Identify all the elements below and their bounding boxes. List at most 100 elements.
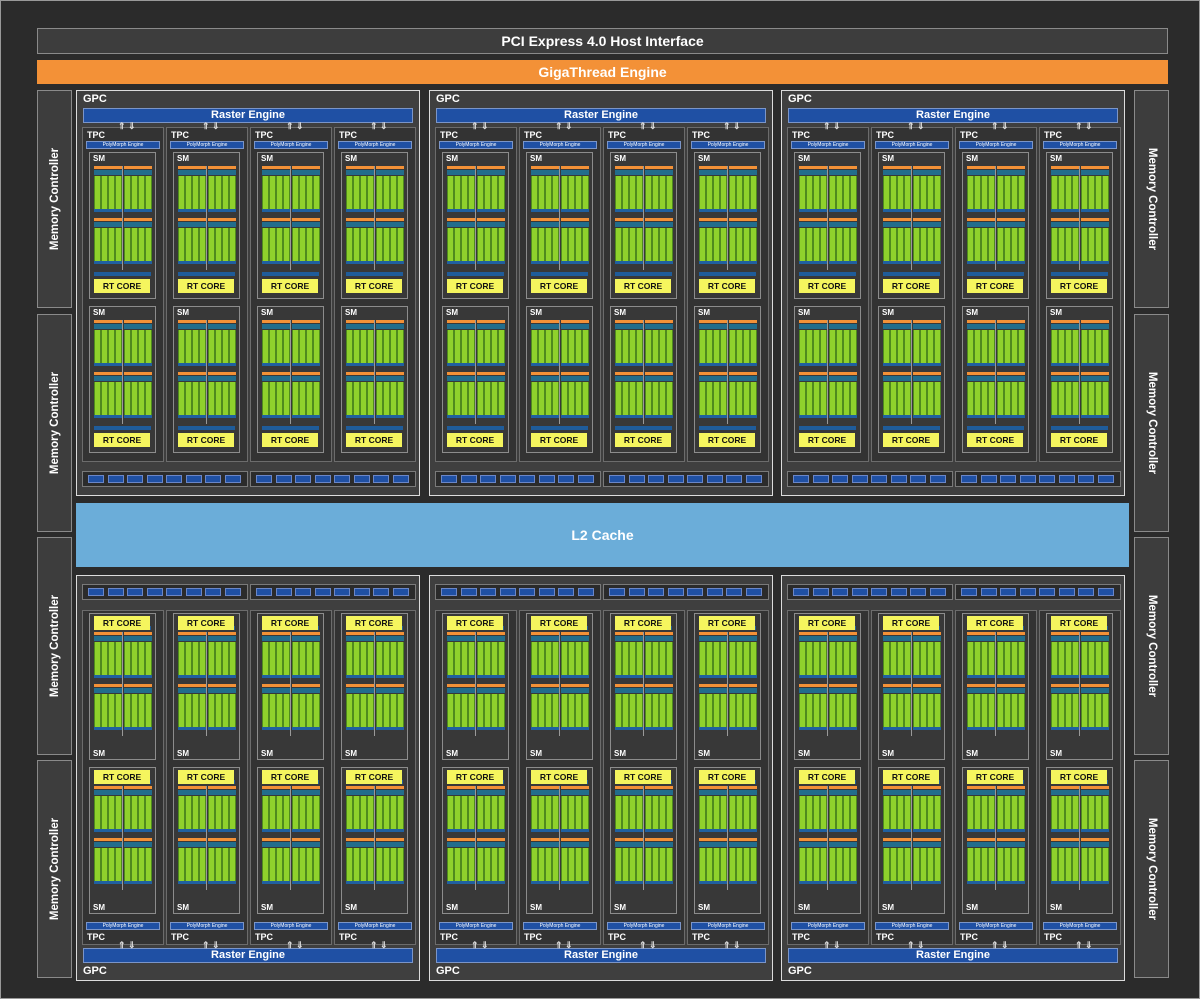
tensor-core xyxy=(645,881,673,884)
cuda-core xyxy=(646,228,651,261)
tpc: TPC PolyMorph Engine SM RT CORE SM RT CORE xyxy=(334,127,416,462)
register-file xyxy=(883,320,911,323)
streaming-multiprocessor: SM RT CORE xyxy=(878,767,945,914)
sm-label: SM xyxy=(698,903,710,912)
tensor-core xyxy=(883,261,911,264)
cuda-core xyxy=(975,848,980,881)
rt-core: RT CORE xyxy=(1051,433,1107,447)
warp-scheduler xyxy=(729,790,757,795)
warp-scheduler xyxy=(208,688,236,693)
sm-partition xyxy=(178,166,206,212)
l1-cache xyxy=(799,426,856,430)
cuda-core xyxy=(1073,176,1078,209)
memory-slice xyxy=(1078,588,1094,596)
cuda-core xyxy=(830,330,835,363)
cuda-core-group xyxy=(531,330,559,363)
cuda-core xyxy=(837,796,842,829)
cuda-core xyxy=(284,382,289,415)
cuda-core xyxy=(546,642,551,675)
cuda-core xyxy=(982,642,987,675)
sm-partition xyxy=(376,632,404,678)
cuda-core xyxy=(700,848,705,881)
tpc: TPC PolyMorph Engine SM RT CORE SM RT CORE xyxy=(166,127,248,462)
warp-scheduler xyxy=(1081,636,1109,641)
cuda-core xyxy=(284,694,289,727)
tpc: TPC PolyMorph Engine SM RT CORE SM RT CORE xyxy=(787,127,869,462)
cuda-core xyxy=(125,176,130,209)
cuda-core xyxy=(998,176,1003,209)
warp-scheduler xyxy=(376,324,404,329)
cuda-core xyxy=(660,694,665,727)
cuda-core xyxy=(667,330,672,363)
cuda-core-group xyxy=(829,176,857,209)
register-file xyxy=(997,838,1025,841)
sm-divider xyxy=(290,166,291,270)
sm-label: SM xyxy=(614,749,626,758)
cuda-core-group xyxy=(346,330,374,363)
cuda-core xyxy=(95,694,100,727)
sm-partition xyxy=(292,838,320,884)
sm-label: SM xyxy=(966,749,978,758)
tensor-core xyxy=(262,829,290,832)
cuda-core xyxy=(1005,796,1010,829)
cuda-core-group xyxy=(124,642,152,675)
cuda-core xyxy=(1082,796,1087,829)
warp-scheduler xyxy=(376,376,404,381)
tensor-core xyxy=(292,209,320,212)
cuda-core xyxy=(146,330,151,363)
warp-scheduler xyxy=(997,324,1025,329)
sm-partition xyxy=(913,838,941,884)
cuda-core xyxy=(982,228,987,261)
sm-partition xyxy=(178,838,206,884)
register-file xyxy=(124,632,152,635)
memory-slice xyxy=(1019,475,1036,483)
cuda-core xyxy=(186,382,191,415)
tensor-core xyxy=(178,675,206,678)
sm-label: SM xyxy=(882,308,894,317)
warp-scheduler xyxy=(292,376,320,381)
cuda-core xyxy=(884,642,889,675)
polymorph-engine: PolyMorph Engine xyxy=(1043,922,1117,930)
sm-partition xyxy=(645,372,673,418)
cuda-core xyxy=(293,694,298,727)
register-file xyxy=(1051,838,1079,841)
cuda-core xyxy=(837,848,842,881)
warp-scheduler xyxy=(799,636,827,641)
cuda-core xyxy=(898,330,903,363)
register-file xyxy=(561,632,589,635)
tensor-core xyxy=(967,829,995,832)
sm-partition xyxy=(178,372,206,418)
cuda-core xyxy=(844,848,849,881)
polymorph-engine: PolyMorph Engine xyxy=(1043,141,1117,149)
sm-partition xyxy=(913,684,941,730)
warp-scheduler xyxy=(124,222,152,227)
cuda-core xyxy=(1052,176,1057,209)
cuda-core xyxy=(884,796,889,829)
sm-partition xyxy=(346,632,374,678)
cuda-core xyxy=(975,642,980,675)
gpc-label: GPC xyxy=(436,965,460,977)
cuda-core xyxy=(721,330,726,363)
cuda-core xyxy=(905,176,910,209)
cuda-core xyxy=(193,228,198,261)
tensor-core xyxy=(292,881,320,884)
cuda-core xyxy=(730,330,735,363)
cuda-core xyxy=(898,176,903,209)
memory-slice xyxy=(373,588,389,596)
l1-cache xyxy=(346,426,403,430)
sm-partition xyxy=(1051,166,1079,212)
cuda-core-group xyxy=(94,848,122,881)
memory-slice xyxy=(812,588,829,596)
sm-partition xyxy=(967,632,995,678)
cuda-core-group xyxy=(967,694,995,727)
warp-scheduler xyxy=(94,324,122,329)
tpc-label: TPC xyxy=(440,130,458,140)
cuda-core xyxy=(532,382,537,415)
cuda-core xyxy=(884,176,889,209)
cuda-core xyxy=(921,694,926,727)
register-file xyxy=(729,218,757,221)
cuda-core xyxy=(132,642,137,675)
register-file xyxy=(561,786,589,789)
cuda-core xyxy=(905,330,910,363)
memory-controller: Memory Controller xyxy=(37,760,72,978)
